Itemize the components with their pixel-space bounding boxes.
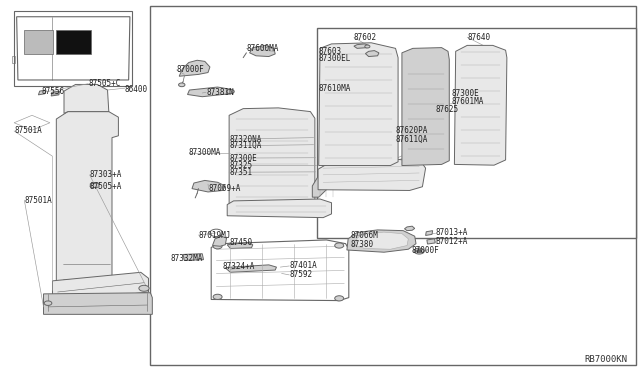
Text: 87602: 87602 — [354, 33, 377, 42]
Bar — [317, 28, 636, 238]
Polygon shape — [250, 45, 275, 57]
Polygon shape — [402, 48, 449, 166]
Text: 87000F: 87000F — [412, 246, 439, 255]
Polygon shape — [404, 226, 415, 231]
Circle shape — [365, 45, 370, 48]
Text: 87601MA: 87601MA — [451, 97, 484, 106]
Text: 87351: 87351 — [229, 168, 252, 177]
Bar — [150, 6, 636, 365]
Polygon shape — [365, 51, 379, 57]
Circle shape — [335, 243, 344, 248]
Polygon shape — [354, 44, 369, 48]
Polygon shape — [56, 112, 118, 290]
Text: 87303+A: 87303+A — [90, 170, 122, 179]
Polygon shape — [229, 108, 315, 208]
Polygon shape — [319, 43, 398, 166]
Polygon shape — [188, 87, 230, 97]
Polygon shape — [454, 45, 507, 165]
Text: 87019MJ: 87019MJ — [198, 231, 231, 240]
Text: 87625: 87625 — [435, 105, 458, 114]
Polygon shape — [52, 272, 148, 296]
Text: 87000F: 87000F — [177, 65, 204, 74]
Bar — [56, 30, 91, 54]
Polygon shape — [227, 243, 253, 248]
Circle shape — [213, 294, 222, 299]
Text: 87300E: 87300E — [229, 154, 257, 163]
Text: 86400: 86400 — [125, 85, 148, 94]
Circle shape — [139, 285, 149, 291]
Text: 87501A: 87501A — [14, 126, 42, 135]
Polygon shape — [38, 90, 46, 95]
Circle shape — [44, 301, 52, 305]
Text: 87620PA: 87620PA — [396, 126, 428, 135]
Text: B7012+A: B7012+A — [435, 237, 468, 246]
Text: 87381N: 87381N — [206, 88, 234, 97]
Text: 87066M: 87066M — [351, 231, 378, 240]
Text: 87603: 87603 — [318, 47, 341, 56]
Circle shape — [417, 250, 422, 253]
Circle shape — [414, 248, 424, 254]
Text: 87332MA: 87332MA — [171, 254, 204, 263]
Text: 87324+A: 87324+A — [223, 262, 255, 271]
Polygon shape — [227, 199, 332, 218]
Bar — [24, 30, 53, 54]
Text: 87311QA: 87311QA — [229, 141, 262, 150]
Text: RB7000KN: RB7000KN — [584, 355, 627, 364]
Polygon shape — [90, 183, 99, 188]
Polygon shape — [426, 231, 433, 235]
Text: 87300E: 87300E — [451, 89, 479, 98]
Text: 87013+A: 87013+A — [435, 228, 468, 237]
Polygon shape — [179, 60, 210, 76]
Text: 87600MA: 87600MA — [246, 44, 279, 53]
Polygon shape — [318, 159, 426, 190]
Text: 87640: 87640 — [467, 33, 490, 42]
Text: 87501A: 87501A — [24, 196, 52, 205]
Polygon shape — [44, 293, 152, 314]
Text: 87380: 87380 — [351, 240, 374, 249]
Polygon shape — [312, 164, 339, 197]
Polygon shape — [183, 254, 204, 260]
Text: 87401A: 87401A — [289, 262, 317, 270]
Polygon shape — [355, 232, 408, 249]
Polygon shape — [51, 91, 60, 96]
Bar — [12, 56, 15, 63]
Circle shape — [213, 244, 222, 249]
Text: 87610MA: 87610MA — [318, 84, 351, 93]
Circle shape — [179, 83, 185, 87]
Text: 87556: 87556 — [42, 87, 65, 96]
Polygon shape — [427, 239, 435, 244]
Circle shape — [227, 89, 234, 94]
Text: 87325: 87325 — [229, 161, 252, 170]
Text: 87505+C: 87505+C — [88, 79, 121, 88]
Polygon shape — [225, 265, 276, 272]
Text: 87300MA: 87300MA — [189, 148, 221, 157]
Polygon shape — [212, 236, 227, 246]
Text: 87069+A: 87069+A — [209, 185, 241, 193]
Text: 87611QA: 87611QA — [396, 135, 428, 144]
Circle shape — [335, 296, 344, 301]
Polygon shape — [347, 230, 416, 252]
Text: 87300EL: 87300EL — [318, 54, 351, 63]
Polygon shape — [192, 180, 225, 192]
Text: 87592: 87592 — [289, 270, 312, 279]
Bar — [14, 11, 132, 86]
Text: 87505+A: 87505+A — [90, 182, 122, 191]
Polygon shape — [64, 84, 109, 113]
Text: 87450: 87450 — [229, 238, 252, 247]
Text: 87320NA: 87320NA — [229, 135, 262, 144]
